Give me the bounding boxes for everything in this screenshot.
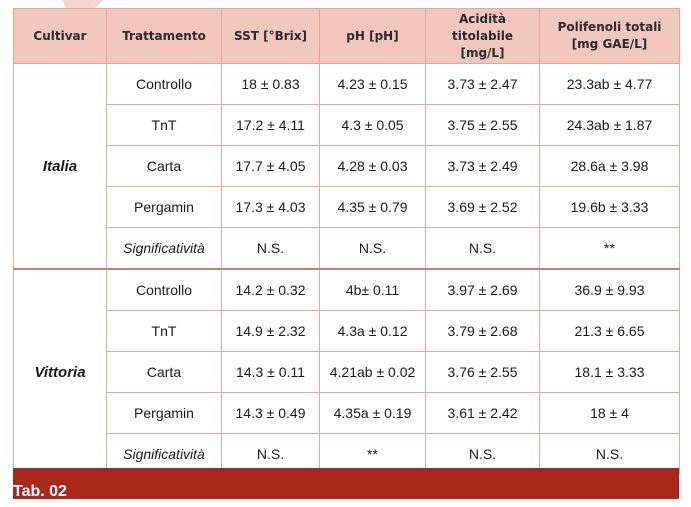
ph-cell: 4.35 ± 0.79	[319, 186, 426, 228]
acidita-cell: 3.73 ± 2.49	[425, 145, 540, 187]
polifenoli-cell: 23.3ab ± 4.77	[539, 63, 680, 105]
results-table: Cultivar Trattamento SST [°Brix] pH [pH]…	[13, 8, 680, 475]
polifenoli-cell: 18 ± 4	[539, 392, 680, 434]
trattamento-cell: Controllo	[106, 63, 222, 105]
trattamento-cell: Controllo	[106, 268, 222, 311]
ph-cell: 4.3a ± 0.12	[319, 310, 426, 352]
table-row: TnT 14.9 ± 2.32 4.3a ± 0.12 3.79 ± 2.68 …	[14, 310, 680, 352]
acidita-cell: 3.69 ± 2.52	[425, 186, 540, 228]
sst-cell: 17.7 ± 4.05	[221, 145, 320, 187]
sst-cell: 18 ± 0.83	[221, 63, 320, 105]
trattamento-cell: Pergamin	[106, 392, 222, 434]
header-acidita: Acidità titolabile [mg/L]	[425, 8, 540, 64]
header-trattamento: Trattamento	[106, 8, 222, 64]
sst-cell: 17.2 ± 4.11	[221, 104, 320, 146]
acidita-cell: 3.76 ± 2.55	[425, 351, 540, 393]
trattamento-cell: Carta	[106, 145, 222, 187]
trattamento-cell: Significatività	[106, 227, 222, 270]
ph-cell: 4b± 0.11	[319, 268, 426, 311]
cultivar-cell: Vittoria	[13, 268, 107, 475]
table-row: TnT 17.2 ± 4.11 4.3 ± 0.05 3.75 ± 2.55 2…	[14, 104, 680, 146]
header-sst: SST [°Brix]	[221, 8, 320, 64]
polifenoli-cell: 28.6a ± 3.98	[539, 145, 680, 187]
acidita-cell: 3.79 ± 2.68	[425, 310, 540, 352]
trattamento-cell: TnT	[106, 310, 222, 352]
table-row: Pergamin 14.3 ± 0.49 4.35a ± 0.19 3.61 ±…	[14, 392, 680, 434]
acidita-cell: 3.73 ± 2.47	[425, 63, 540, 105]
polifenoli-cell: 24.3ab ± 1.87	[539, 104, 680, 146]
trattamento-cell: Carta	[106, 351, 222, 393]
cultivar-cell: Italia	[13, 63, 107, 270]
header-row: Cultivar Trattamento SST [°Brix] pH [pH]…	[13, 8, 680, 64]
polifenoli-cell: 18.1 ± 3.33	[539, 351, 680, 393]
header-ph: pH [pH]	[319, 8, 426, 64]
ph-cell: 4.3 ± 0.05	[319, 104, 426, 146]
table-row: Pergamin 17.3 ± 4.03 4.35 ± 0.79 3.69 ± …	[14, 186, 680, 228]
sst-cell: 14.3 ± 0.49	[221, 392, 320, 434]
ph-cell: 4.23 ± 0.15	[319, 63, 426, 105]
table-row: Carta 14.3 ± 0.11 4.21ab ± 0.02 3.76 ± 2…	[14, 351, 680, 393]
sst-cell: 14.9 ± 2.32	[221, 310, 320, 352]
polifenoli-cell: 36.9 ± 9.93	[539, 268, 680, 311]
polifenoli-cell: 21.3 ± 6.65	[539, 310, 680, 352]
significance-row: Significatività N.S. N.S. N.S. **	[14, 227, 680, 270]
sst-cell: N.S.	[221, 227, 320, 270]
table-row: Italia Controllo 18 ± 0.83 4.23 ± 0.15 3…	[13, 63, 680, 270]
ph-cell: 4.35a ± 0.19	[319, 392, 426, 434]
sst-cell: 17.3 ± 4.03	[221, 186, 320, 228]
header-cultivar: Cultivar	[13, 8, 107, 64]
acidita-cell: 3.61 ± 2.42	[425, 392, 540, 434]
trattamento-cell: TnT	[106, 104, 222, 146]
sst-cell: 14.3 ± 0.11	[221, 351, 320, 393]
table-caption: Tab. 02	[13, 483, 67, 500]
ph-cell: 4.21ab ± 0.02	[319, 351, 426, 393]
polifenoli-cell: **	[539, 227, 680, 270]
ph-cell: N.S.	[319, 227, 426, 270]
acidita-cell: 3.75 ± 2.55	[425, 104, 540, 146]
sst-cell: 14.2 ± 0.32	[221, 268, 320, 311]
table-row: Vittoria Controllo 14.2 ± 0.32 4b± 0.11 …	[13, 268, 680, 475]
acidita-cell: N.S.	[425, 227, 540, 270]
polifenoli-cell: 19.6b ± 3.33	[539, 186, 680, 228]
table-caption-bar: Tab. 02	[13, 468, 679, 500]
ph-cell: 4.28 ± 0.03	[319, 145, 426, 187]
trattamento-cell: Pergamin	[106, 186, 222, 228]
header-polifenoli: Polifenoli totali [mg GAE/L]	[539, 8, 680, 64]
acidita-cell: 3.97 ± 2.69	[425, 268, 540, 311]
table-row: Carta 17.7 ± 4.05 4.28 ± 0.03 3.73 ± 2.4…	[14, 145, 680, 187]
